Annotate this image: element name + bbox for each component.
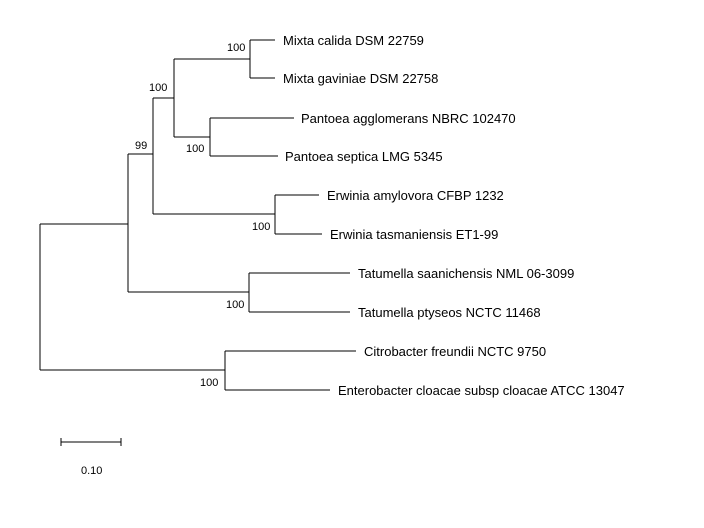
leaf-label: Enterobacter cloacae subsp cloacae ATCC … xyxy=(338,383,625,398)
bootstrap-value: 100 xyxy=(149,82,167,94)
bootstrap-value: 100 xyxy=(252,221,270,233)
scale-bar-label: 0.10 xyxy=(81,465,102,477)
leaf-label: Erwinia amylovora CFBP 1232 xyxy=(327,188,504,203)
bootstrap-value: 100 xyxy=(200,377,218,389)
leaf-label: Tatumella ptyseos NCTC 11468 xyxy=(358,305,541,320)
bootstrap-value: 100 xyxy=(226,299,244,311)
leaf-label: Tatumella saanichensis NML 06-3099 xyxy=(358,266,574,281)
leaf-label: Citrobacter freundii NCTC 9750 xyxy=(364,344,546,359)
bootstrap-value: 100 xyxy=(186,143,204,155)
bootstrap-value: 100 xyxy=(227,42,245,54)
leaf-label: Mixta gaviniae DSM 22758 xyxy=(283,71,438,86)
leaf-label: Mixta calida DSM 22759 xyxy=(283,33,424,48)
bootstrap-value: 99 xyxy=(135,140,147,152)
leaf-label: Erwinia tasmaniensis ET1-99 xyxy=(330,227,498,242)
leaf-label: Pantoea agglomerans NBRC 102470 xyxy=(301,111,516,126)
leaf-label: Pantoea septica LMG 5345 xyxy=(285,149,443,164)
